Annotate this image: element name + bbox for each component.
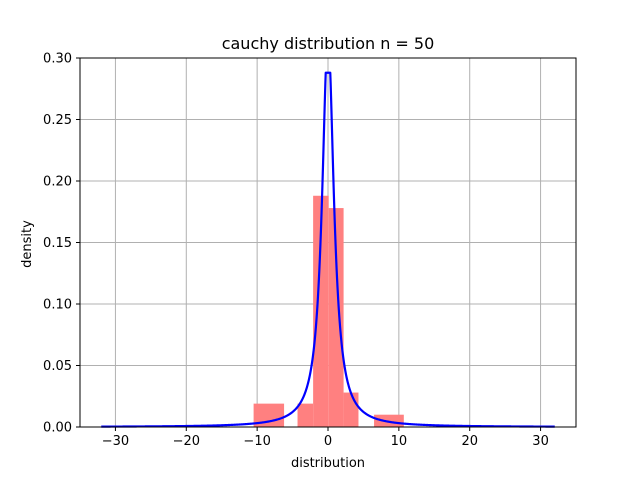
chart-title: cauchy distribution n = 50 bbox=[222, 34, 435, 53]
x-tick-label: 10 bbox=[391, 434, 408, 449]
density-curve bbox=[100, 71, 556, 428]
x-tick-label: −10 bbox=[243, 434, 270, 449]
cauchy-pdf-line bbox=[100, 71, 556, 428]
x-axis-label: distribution bbox=[291, 456, 365, 471]
axis-ticks: −30 −20 −10 0 10 20 30 0.00 0.05 0.10 0.15 0.20 0.25… bbox=[43, 52, 549, 450]
histogram-bar bbox=[253, 403, 285, 427]
x-tick-label: −30 bbox=[102, 434, 129, 449]
y-tick-label: 0.10 bbox=[43, 298, 72, 313]
histogram-bar bbox=[328, 208, 344, 427]
y-tick-label: 0.05 bbox=[43, 359, 72, 374]
x-tick-label: 0 bbox=[324, 434, 332, 449]
y-tick-label: 0.15 bbox=[43, 236, 72, 251]
y-axis-label: density bbox=[20, 220, 35, 268]
y-tick-label: 0.20 bbox=[43, 175, 72, 190]
y-tick-label: 0.30 bbox=[43, 52, 72, 67]
y-tick-label: 0.00 bbox=[43, 421, 72, 436]
histogram-bars bbox=[253, 195, 404, 427]
histogram-bar bbox=[297, 403, 314, 427]
x-tick-label: 30 bbox=[532, 434, 549, 449]
y-tick-label: 0.25 bbox=[43, 113, 72, 128]
x-tick-label: 20 bbox=[461, 434, 478, 449]
histogram-bar bbox=[313, 195, 329, 427]
x-tick-label: −20 bbox=[173, 434, 200, 449]
histogram-bar bbox=[343, 392, 359, 427]
